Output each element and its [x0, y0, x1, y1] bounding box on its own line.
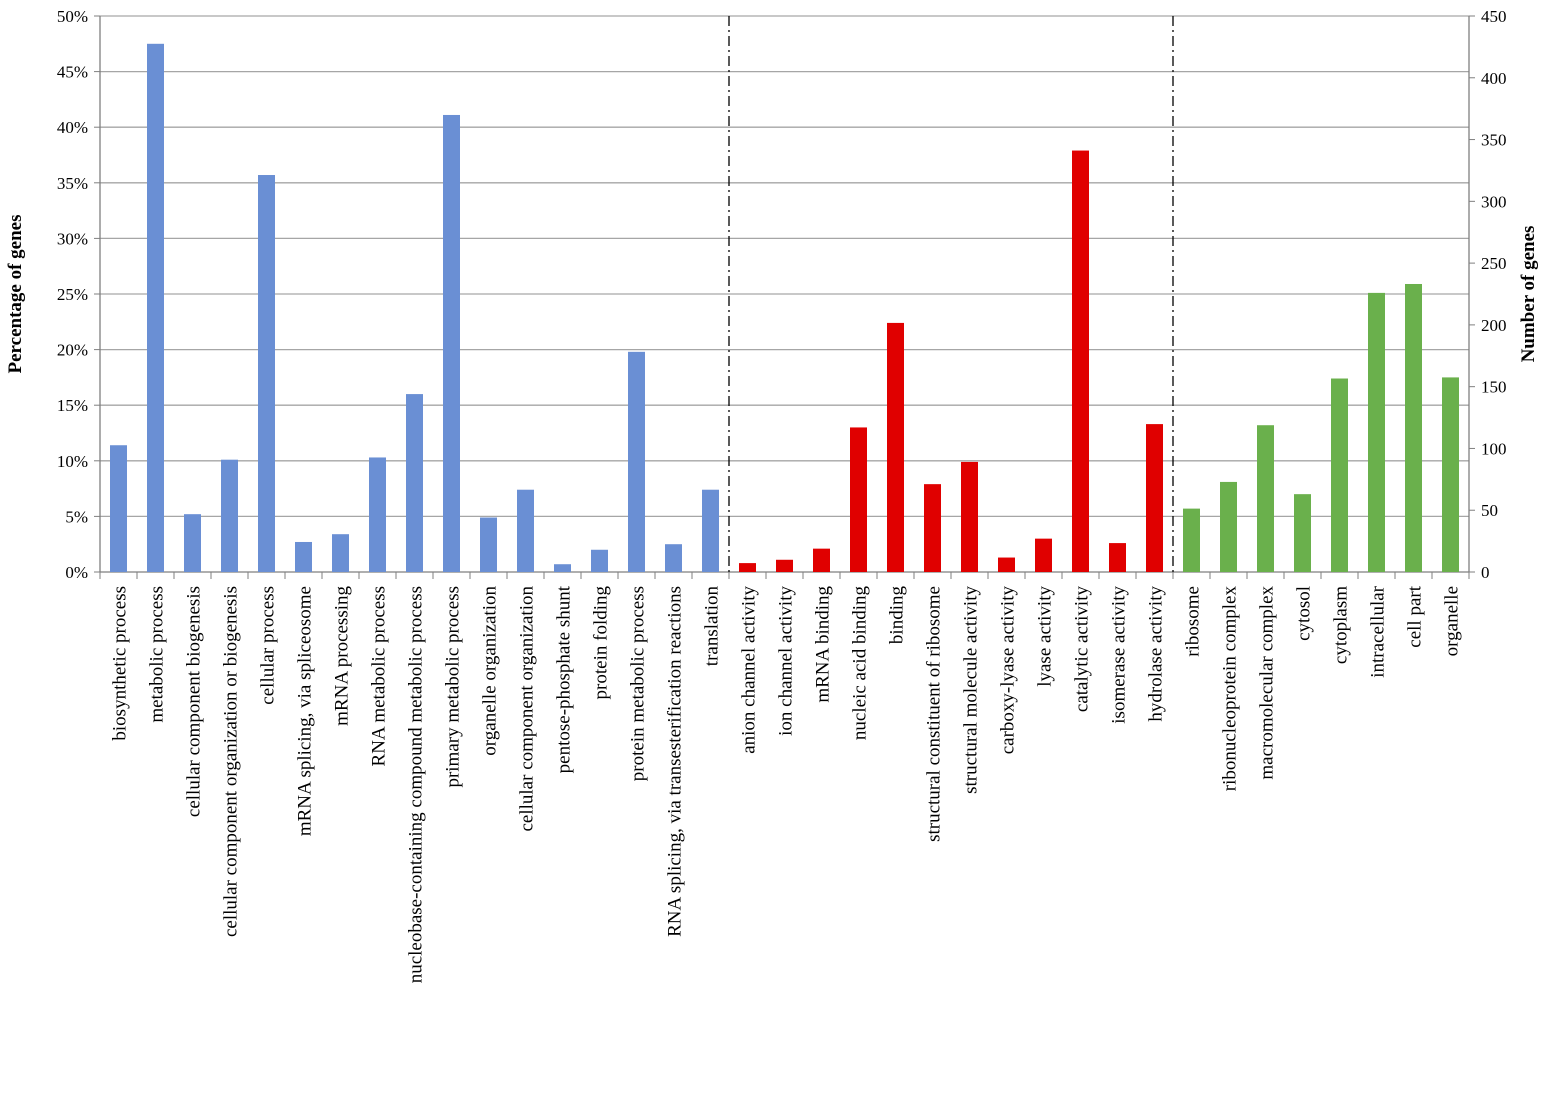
bar-6: [295, 541, 312, 572]
bar-17: [702, 489, 719, 572]
y2-tick-label: 50: [1481, 501, 1498, 520]
bar-4: [221, 459, 238, 572]
x-category-label: translation: [702, 586, 723, 667]
bar-36: [1405, 283, 1422, 572]
bar-25: [998, 557, 1015, 572]
y-tick-label: 15%: [57, 396, 88, 415]
y-tick-label: 30%: [57, 229, 88, 248]
x-category-label: intracellular: [1368, 585, 1389, 677]
bar-18: [739, 563, 756, 572]
x-category-label: cellular process: [258, 586, 279, 705]
bar-33: [1294, 494, 1311, 572]
bar-2: [147, 43, 164, 573]
bar-32: [1257, 425, 1274, 572]
x-category-label: isomerase activity: [1109, 586, 1130, 724]
x-category-label: protein metabolic process: [628, 586, 649, 781]
bar-28: [1109, 543, 1126, 572]
bar-35: [1368, 292, 1385, 572]
x-category-label: cellular component organization: [517, 586, 538, 832]
x-category-label: RNA metabolic process: [369, 586, 390, 766]
bar-10: [443, 114, 460, 572]
x-category-label: metabolic process: [147, 586, 168, 723]
x-category-label: macromolecular complex: [1257, 586, 1278, 780]
x-category-label: carboxy-lyase activity: [998, 586, 1019, 755]
x-category-label: mRNA binding: [813, 586, 834, 703]
y-tick-label: 35%: [57, 174, 88, 193]
y2-tick-label: 350: [1481, 131, 1507, 150]
x-category-label: pentose-phosphate shunt: [554, 585, 575, 773]
y-tick-label: 40%: [57, 118, 88, 137]
x-category-label: protein folding: [591, 586, 612, 700]
y2-tick-label: 400: [1481, 69, 1507, 88]
bar-26: [1035, 538, 1052, 572]
x-category-label: ion channel activity: [776, 586, 797, 736]
bar-23: [924, 484, 941, 572]
y2-tick-label: 200: [1481, 316, 1507, 335]
x-category-label: lyase activity: [1035, 586, 1056, 687]
bar-21: [850, 427, 867, 572]
bar-8: [369, 457, 386, 572]
x-category-label: mRNA splicing, via spliceosome: [295, 586, 316, 836]
x-category-label: organelle organization: [480, 586, 501, 756]
y2-tick-label: 100: [1481, 439, 1507, 458]
bar-37: [1442, 377, 1459, 572]
y-tick-label: 50%: [57, 7, 88, 26]
x-category-label: nucleobase-containing compound metabolic…: [406, 586, 427, 983]
bar-16: [665, 544, 682, 572]
bar-20: [813, 548, 830, 572]
y2-tick-label: 300: [1481, 192, 1507, 211]
bar-22: [887, 322, 904, 572]
x-category-label: cell part: [1405, 585, 1426, 647]
x-category-label: cytoplasm: [1331, 586, 1352, 664]
x-category-label: cellular component organization or bioge…: [221, 586, 242, 937]
y-tick-label: 5%: [65, 507, 88, 526]
x-category-label: nucleic acid binding: [850, 586, 871, 741]
bar-12: [517, 489, 534, 572]
x-category-label: ribosome: [1183, 586, 1204, 657]
x-category-label: binding: [887, 586, 908, 645]
x-category-label: ribonucleoprotein complex: [1220, 586, 1241, 792]
x-category-label: cytosol: [1294, 586, 1315, 641]
bar-15: [628, 351, 645, 572]
y-tick-label: 25%: [57, 285, 88, 304]
bar-19: [776, 559, 793, 572]
y2-tick-label: 150: [1481, 378, 1507, 397]
bar-34: [1331, 378, 1348, 572]
y2-tick-label: 450: [1481, 7, 1507, 26]
bar-31: [1220, 481, 1237, 572]
bar-5: [258, 175, 275, 573]
y-axis-title: Percentage of genes: [5, 215, 26, 374]
bar-9: [406, 394, 423, 572]
y-tick-label: 10%: [57, 452, 88, 471]
x-category-label: structural molecule activity: [961, 586, 982, 794]
x-category-label: hydrolase activity: [1146, 586, 1167, 722]
x-category-label: anion channel activity: [739, 586, 760, 754]
bar-7: [332, 534, 349, 572]
x-category-label: cellular component biogenesis: [184, 586, 205, 817]
x-category-label: primary metabolic process: [443, 586, 464, 788]
y2-tick-label: 0: [1481, 563, 1490, 582]
x-category-label: catalytic activity: [1072, 586, 1093, 713]
x-category-label: RNA splicing, via transesterification re…: [665, 586, 686, 937]
bar-27: [1072, 150, 1089, 572]
x-category-label: organelle: [1442, 586, 1463, 656]
bar-29: [1146, 424, 1163, 572]
bar-14: [591, 549, 608, 572]
bar-3: [184, 514, 201, 572]
x-category-label: biosynthetic process: [110, 586, 131, 741]
bar-24: [961, 461, 978, 572]
y-tick-label: 45%: [57, 63, 88, 82]
bar-11: [480, 517, 497, 572]
bar-1: [110, 445, 127, 572]
y-tick-label: 0%: [65, 563, 88, 582]
y2-axis-title: Number of genes: [1518, 226, 1539, 363]
x-category-label: structural constituent of ribosome: [924, 586, 945, 842]
y-tick-label: 20%: [57, 341, 88, 360]
y2-tick-label: 250: [1481, 254, 1507, 273]
x-category-label: mRNA processing: [332, 586, 353, 726]
bar-13: [554, 564, 571, 572]
bar-30: [1183, 508, 1200, 572]
